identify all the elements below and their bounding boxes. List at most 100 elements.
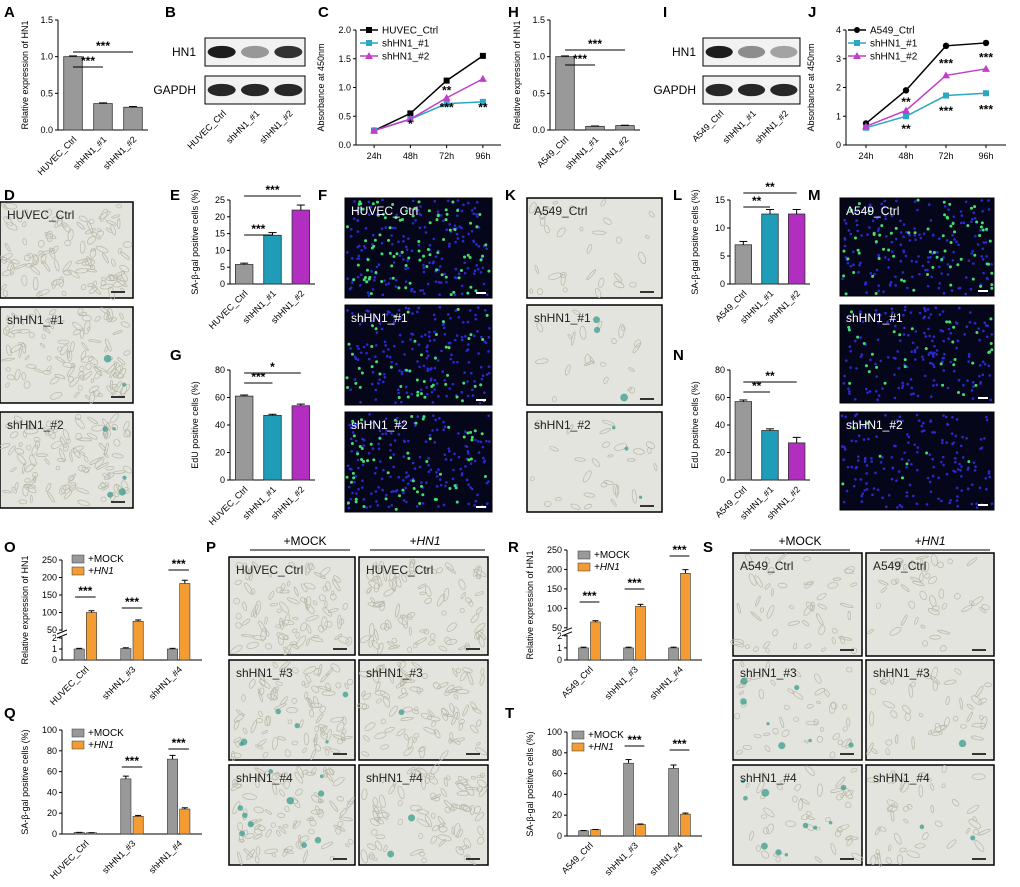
nucleus xyxy=(921,358,925,361)
nucleus xyxy=(870,460,873,463)
cell xyxy=(21,462,26,474)
nucleus xyxy=(916,394,920,398)
nucleus xyxy=(864,387,868,391)
nucleus xyxy=(857,434,861,437)
cell xyxy=(845,835,853,841)
cell xyxy=(102,473,111,479)
edu-cell xyxy=(419,392,423,396)
nucleus xyxy=(349,426,353,430)
y-tick-label: 1.0 xyxy=(40,52,53,62)
cell xyxy=(22,431,27,438)
cell xyxy=(810,601,815,612)
cell xyxy=(117,357,126,366)
cell xyxy=(74,417,85,429)
blot-band xyxy=(274,45,303,59)
nucleus xyxy=(929,219,933,222)
blot-band xyxy=(705,45,733,59)
stained-cell xyxy=(342,691,349,698)
sig-label: *** xyxy=(96,39,110,53)
cell xyxy=(78,215,88,222)
cell xyxy=(766,605,775,619)
cell xyxy=(318,724,327,729)
cell xyxy=(111,453,124,459)
edu-cell xyxy=(949,241,953,245)
cell xyxy=(929,783,935,791)
nucleus xyxy=(400,372,404,376)
edu-cell xyxy=(441,320,445,324)
cell xyxy=(579,226,584,232)
y-tick-label: 15 xyxy=(715,195,725,205)
nucleus xyxy=(970,252,973,255)
cell xyxy=(914,617,919,625)
nucleus xyxy=(396,423,399,427)
nucleus xyxy=(910,393,913,396)
y-axis-label: Absorbance at 450nm xyxy=(316,43,326,131)
cell xyxy=(73,391,80,398)
cell xyxy=(830,702,838,710)
nucleus xyxy=(425,481,428,484)
cell xyxy=(433,796,441,802)
edu-cell xyxy=(485,313,489,317)
cell xyxy=(742,744,752,750)
bar xyxy=(680,813,691,837)
nucleus xyxy=(487,365,491,368)
nucleus xyxy=(957,287,961,290)
cell xyxy=(100,496,107,503)
cell xyxy=(110,258,116,267)
cell xyxy=(49,247,56,252)
y-tick-label: 250 xyxy=(547,545,562,555)
legend-swatch xyxy=(571,742,585,752)
cell xyxy=(307,698,313,705)
cell xyxy=(324,600,328,608)
nucleus xyxy=(935,383,939,387)
cell xyxy=(971,773,986,780)
nucleus xyxy=(898,503,902,507)
cell xyxy=(326,667,334,677)
edu-cell xyxy=(397,395,401,399)
panel-letter-C: C xyxy=(318,4,329,21)
data-point xyxy=(479,98,486,105)
micrograph: shHN1_#3 xyxy=(865,659,995,761)
cell xyxy=(293,586,299,597)
micrograph-label: shHN1_#3 xyxy=(740,666,797,680)
scale-bar xyxy=(972,858,986,860)
nucleus xyxy=(874,309,878,312)
cell xyxy=(116,203,123,209)
nucleus xyxy=(975,506,979,509)
cell xyxy=(805,720,818,726)
nucleus xyxy=(447,447,451,450)
y-tick-label: 2 xyxy=(836,83,841,93)
nucleus xyxy=(899,231,903,234)
panel-letter-N: N xyxy=(673,347,684,364)
edu-cell xyxy=(463,255,467,259)
cell xyxy=(745,644,750,650)
nucleus xyxy=(433,388,436,391)
edu-cell xyxy=(975,220,979,224)
cell xyxy=(100,482,106,489)
data-point xyxy=(443,100,450,107)
cell xyxy=(841,738,852,748)
nucleus xyxy=(849,366,852,369)
nucleus xyxy=(964,200,968,204)
sig-label: *** xyxy=(939,104,953,118)
nucleus xyxy=(472,272,476,275)
cell xyxy=(409,804,422,812)
axis-break xyxy=(56,631,202,637)
nucleus xyxy=(848,345,852,348)
cell xyxy=(33,436,41,443)
cell xyxy=(793,642,797,650)
cell xyxy=(453,822,461,837)
cell xyxy=(308,829,315,835)
nucleus xyxy=(939,329,943,332)
nucleus xyxy=(381,432,384,436)
cell xyxy=(847,610,852,621)
edu-cell xyxy=(345,376,349,380)
nucleus xyxy=(442,503,446,507)
nucleus xyxy=(967,466,970,470)
cell xyxy=(314,733,318,747)
edu-cell xyxy=(419,353,423,357)
legend-label: +MOCK xyxy=(588,730,624,741)
cell xyxy=(246,641,259,649)
cell xyxy=(4,242,11,252)
y-tick-label: 60 xyxy=(552,769,562,779)
